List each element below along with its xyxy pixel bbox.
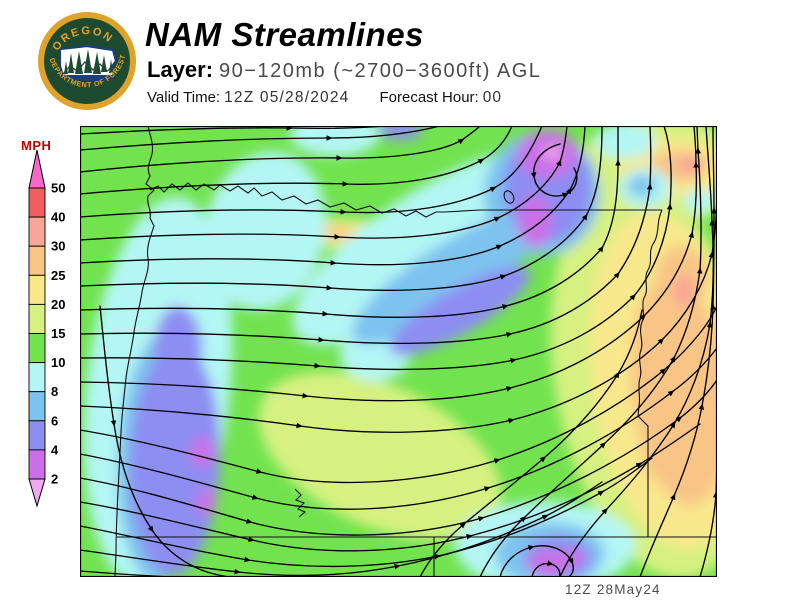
wind-speed-colorbar: 50 40 30 25 20 15 10 8 6 4 2 <box>28 149 65 508</box>
streamlines <box>80 126 717 577</box>
legend-tick-4: 4 <box>51 442 59 457</box>
bottom-eddy-inner <box>531 560 561 577</box>
forecast-hour-label: Forecast Hour: <box>379 89 479 106</box>
legend-below-arrow <box>28 478 46 508</box>
legend-segment-6-8 <box>28 391 46 422</box>
legend-segment-25-30 <box>28 245 46 276</box>
legend-tick-40: 40 <box>51 210 65 225</box>
legend-unit-label: MPH <box>21 138 52 153</box>
legend-tick-50: 50 <box>51 181 65 196</box>
legend-tick-30: 30 <box>51 239 65 254</box>
forecast-hour-value: 00 <box>482 89 502 106</box>
layer-label: Layer: <box>147 57 214 82</box>
legend-segment-20-25 <box>28 274 46 305</box>
valid-time-label: Valid Time: <box>147 89 221 106</box>
legend-tick-25: 25 <box>51 268 65 283</box>
legend-tick-15: 15 <box>51 326 65 341</box>
legend-tick-10: 10 <box>51 355 65 370</box>
legend-tick-8: 8 <box>51 384 58 399</box>
page-title: NAM Streamlines <box>145 16 424 53</box>
bottom-eddy <box>499 545 574 577</box>
legend-segment-15-20 <box>28 303 46 334</box>
legend-segment-2-4 <box>28 449 46 480</box>
logo-trees <box>64 49 113 74</box>
valid-time-value: 12Z 05/28/2024 <box>224 89 350 106</box>
legend-segment-4-6 <box>28 420 46 451</box>
valid-time-line: Valid Time: 12Z 05/28/2024 Forecast Hour: 0… <box>147 89 502 107</box>
map-timestamp: 12Z 28May24 <box>565 582 661 597</box>
layer-line: Layer: 90−120mb (~2700−3600ft) AGL <box>147 57 541 83</box>
streamline-weather-map <box>80 126 717 577</box>
map-frame <box>80 126 717 577</box>
logo-state-emblem <box>58 44 118 82</box>
legend-segment-40-50 <box>28 187 46 218</box>
legend-segment-30-40 <box>28 216 46 247</box>
odf-logo: OREGON DEPARTMENT OF FORESTRY <box>37 11 136 110</box>
layer-value: 90−120mb (~2700−3600ft) AGL <box>219 60 542 82</box>
legend-tick-6: 6 <box>51 413 58 428</box>
legend-above-arrow <box>28 149 46 189</box>
low-center-spiral <box>530 143 578 198</box>
legend-segment-8-10 <box>28 362 46 393</box>
legend-tick-20: 20 <box>51 297 65 312</box>
legend-tick-2: 2 <box>51 472 58 487</box>
legend-segment-10-15 <box>28 333 46 364</box>
